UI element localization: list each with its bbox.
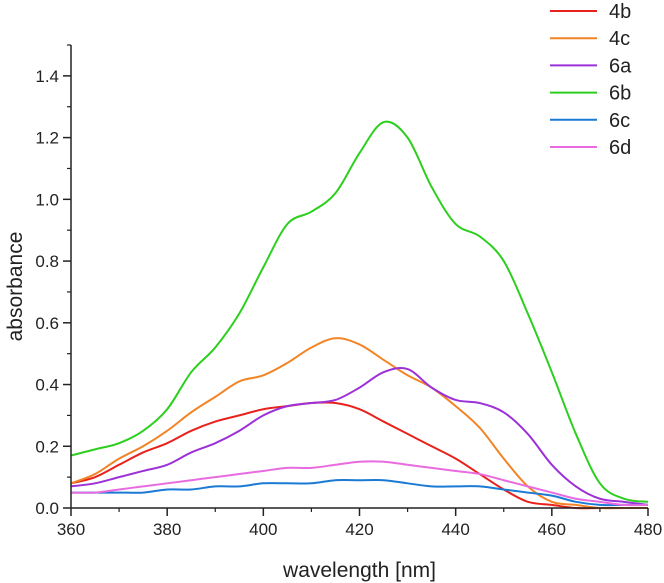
y-tick-label: 0.0 [35, 499, 59, 518]
series-line-6d [70, 460, 649, 507]
y-tick-label: 0.8 [35, 252, 59, 271]
x-tick-label: 400 [249, 520, 277, 539]
series-line-4b [70, 401, 648, 510]
y-tick-label: 1.2 [35, 129, 59, 148]
x-axis-title: wavelength [nm] [282, 559, 436, 582]
legend-label-6c: 6c [609, 110, 630, 132]
x-tick-label: 440 [441, 520, 469, 539]
y-ticks: 0.0 0.2 0.4 0.6 0.8 1.0 1.2 1.4 [35, 44, 71, 518]
legend: 4b 4c 6a 6b 6c 6d [550, 1, 632, 159]
legend-label-6d: 6d [609, 137, 631, 159]
x-tick-label: 380 [153, 520, 181, 539]
legend-label-6b: 6b [609, 83, 631, 105]
x-tick-label: 460 [538, 520, 566, 539]
x-ticks: 360 380 400 420 440 460 480 [57, 508, 662, 539]
legend-label-4c: 4c [609, 28, 630, 50]
y-tick-label: 0.2 [35, 437, 59, 456]
x-tick-label: 480 [634, 520, 662, 539]
y-axis-title: absorbance [4, 232, 27, 342]
y-tick-label: 0.4 [35, 376, 59, 395]
legend-label-6a: 6a [609, 55, 632, 77]
y-tick-label: 1.4 [35, 67, 59, 86]
series-line-6b [70, 120, 649, 503]
y-tick-label: 1.0 [35, 190, 59, 209]
y-tick-label: 0.6 [35, 314, 59, 333]
legend-label-4b: 4b [609, 1, 631, 23]
series-line-6c [71, 478, 648, 507]
plot-lines [70, 120, 649, 510]
x-tick-label: 360 [57, 520, 85, 539]
series-line-4c [70, 337, 648, 510]
series-line-6a [70, 367, 649, 506]
x-tick-label: 420 [345, 520, 373, 539]
